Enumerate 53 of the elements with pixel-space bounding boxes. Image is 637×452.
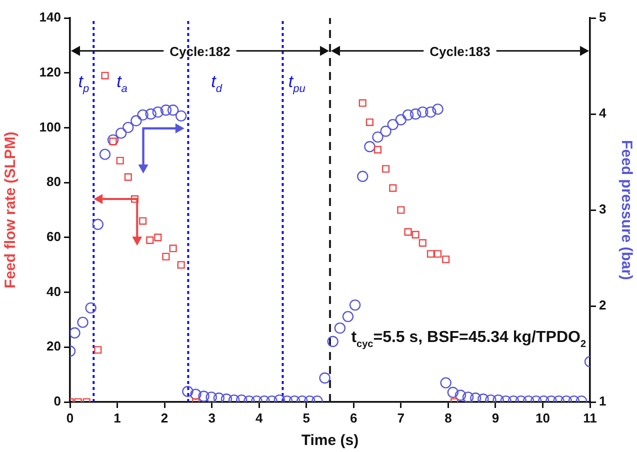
point: [366, 118, 374, 126]
x-tick-label: 1: [114, 410, 121, 426]
x-axis-title: Time (s): [301, 432, 359, 450]
annotation: Cycle:182: [170, 44, 230, 59]
x-tick-label: 10: [535, 410, 550, 426]
y-tick-label: 20: [46, 338, 61, 354]
y2-tick-label: 4: [599, 106, 607, 121]
y-tick-label: 100: [39, 119, 61, 134]
point: [442, 256, 450, 264]
y2-tick-label: 2: [599, 298, 606, 313]
point: [124, 173, 132, 181]
x-tick-label: 7: [397, 410, 405, 426]
point: [389, 184, 397, 192]
point: [382, 165, 390, 173]
point: [94, 346, 102, 354]
y-tick-label: 120: [39, 64, 61, 80]
point: [397, 206, 405, 214]
x-tick-label: 4: [255, 410, 264, 426]
point: [130, 195, 139, 203]
point: [101, 72, 109, 80]
y-tick-label: 60: [46, 229, 61, 244]
point: [146, 236, 154, 244]
y2-axis-title: Feed pressure (bar): [618, 140, 635, 280]
point: [116, 156, 124, 164]
x-tick-label: 2: [160, 410, 168, 426]
point: [162, 252, 170, 260]
x-tick-label: 11: [583, 410, 597, 426]
x-tick-label: 0: [66, 410, 74, 426]
y-tick-label: 0: [54, 394, 61, 409]
point: [358, 99, 366, 107]
point: [374, 146, 382, 154]
point: [169, 244, 177, 252]
point: [412, 230, 420, 238]
y2-tick-label: 5: [599, 10, 606, 25]
x-tick-label: 9: [492, 410, 500, 426]
annotation: Cycle:183: [430, 44, 490, 59]
y-tick-label: 80: [46, 174, 61, 190]
y-axis-title: Feed flow rate (SLPM): [2, 132, 20, 288]
x-tick-label: 8: [444, 410, 452, 426]
point: [139, 217, 147, 225]
point: [418, 239, 426, 247]
x-tick-label: 6: [350, 410, 358, 426]
y-tick-label: 140: [39, 10, 61, 25]
point: [404, 228, 412, 236]
x-tick-label: 5: [302, 410, 310, 426]
y2-tick-label: 1: [599, 394, 606, 409]
point: [426, 250, 434, 258]
y-tick-label: 40: [46, 284, 61, 299]
y2-tick-label: 3: [599, 202, 606, 217]
point: [434, 250, 442, 258]
x-tick-label: 3: [208, 410, 216, 426]
point: [177, 261, 185, 269]
point: [154, 234, 162, 242]
